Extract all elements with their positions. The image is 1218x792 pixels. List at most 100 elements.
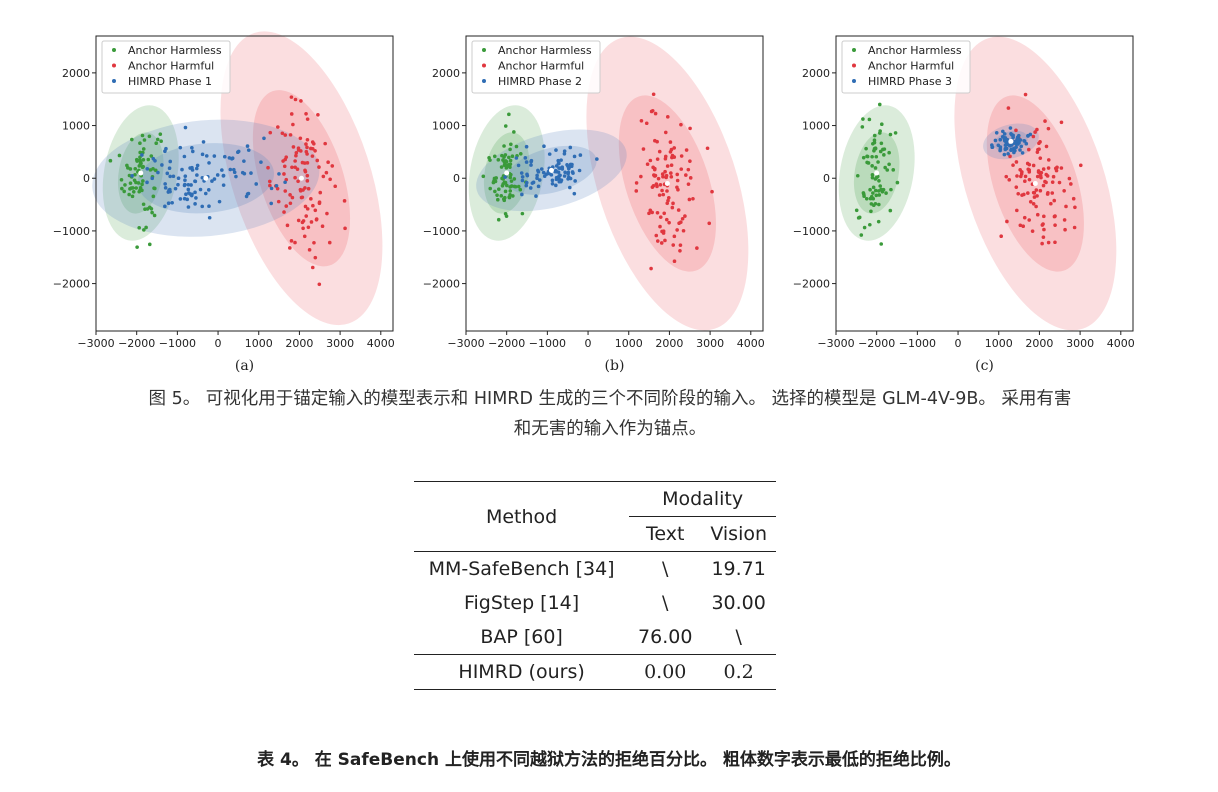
harmless-point bbox=[148, 168, 153, 172]
harmless-point bbox=[149, 154, 154, 158]
harmless-point bbox=[492, 154, 497, 159]
harmful-point bbox=[1036, 169, 1041, 173]
harmless-point bbox=[876, 160, 880, 164]
phase-point bbox=[194, 166, 199, 171]
harmful-point bbox=[669, 163, 674, 167]
harmful-point bbox=[669, 175, 674, 179]
harmful-point bbox=[1039, 170, 1044, 175]
harmful-point bbox=[1062, 188, 1066, 193]
harmless-point bbox=[514, 144, 519, 149]
harmful-point bbox=[330, 164, 335, 168]
harmless-point bbox=[889, 187, 893, 192]
harmless-point bbox=[154, 141, 159, 145]
phase-point bbox=[283, 180, 287, 185]
y-tick-label: −1000 bbox=[53, 225, 90, 238]
harmless-point bbox=[141, 179, 145, 183]
harmful-centroid bbox=[1032, 181, 1038, 186]
legend-harmful-label: Anchor Harmful bbox=[868, 60, 954, 73]
phase-point bbox=[212, 177, 217, 181]
phase-point bbox=[559, 158, 563, 162]
legend: Anchor Harmless Anchor Harmful HIMRD Phase… bbox=[841, 40, 971, 94]
harmful-centroid bbox=[664, 181, 670, 186]
phase-point bbox=[529, 163, 533, 167]
row-text: \ bbox=[662, 592, 669, 614]
x-tick-label: −2000 bbox=[858, 337, 895, 350]
harmless-point bbox=[158, 132, 163, 136]
phase-point bbox=[562, 149, 567, 153]
phase-point bbox=[200, 204, 205, 209]
legend-harmless-marker bbox=[112, 48, 116, 52]
harmless-point bbox=[870, 164, 874, 168]
harmless-point bbox=[866, 161, 871, 165]
legend-phase-marker bbox=[482, 79, 486, 83]
harmless-point bbox=[141, 164, 145, 169]
harmful-point bbox=[317, 200, 322, 205]
x-tick-label: −1000 bbox=[899, 337, 936, 350]
harmful-point bbox=[304, 142, 308, 146]
phase-point bbox=[269, 201, 274, 206]
harmful-point bbox=[1053, 214, 1057, 218]
harmless-point bbox=[155, 137, 160, 142]
y-tick-label: 1000 bbox=[432, 120, 460, 133]
phase-point bbox=[541, 170, 546, 175]
harmful-point bbox=[671, 243, 676, 247]
phase-point bbox=[503, 175, 507, 179]
phase-point bbox=[189, 183, 193, 187]
phase-point bbox=[554, 175, 559, 180]
harmful-point bbox=[688, 159, 692, 163]
subfigure-label: (a) bbox=[235, 358, 254, 374]
harmful-point bbox=[1034, 204, 1038, 209]
phase-point bbox=[189, 193, 194, 198]
phase-point bbox=[194, 196, 198, 200]
harmless-point bbox=[147, 242, 152, 247]
harmful-point bbox=[660, 188, 664, 193]
harmless-point bbox=[895, 180, 900, 185]
harmful-point bbox=[1057, 180, 1062, 185]
phase-point bbox=[228, 167, 233, 172]
x-tick-label: 0 bbox=[585, 337, 592, 350]
harmless-point bbox=[879, 141, 884, 146]
phase-point bbox=[1026, 133, 1030, 138]
phase-point bbox=[562, 174, 567, 178]
x-tick-label: −3000 bbox=[817, 337, 854, 350]
header-modality: Modality bbox=[629, 481, 776, 517]
phase-point bbox=[193, 190, 197, 195]
harmful-point bbox=[1016, 191, 1021, 196]
harmless-point bbox=[137, 225, 141, 230]
harmless-point bbox=[131, 189, 136, 194]
harmful-point bbox=[333, 184, 338, 189]
harmful-point bbox=[1069, 182, 1073, 186]
harmless-point bbox=[142, 138, 147, 142]
harmful-point bbox=[312, 241, 316, 245]
harmful-point bbox=[316, 112, 320, 117]
harmful-point bbox=[1014, 128, 1018, 133]
harmful-point bbox=[1008, 154, 1012, 159]
harmless-point bbox=[877, 102, 882, 107]
harmful-point bbox=[658, 224, 662, 229]
phase-point bbox=[277, 172, 281, 176]
phase-point bbox=[180, 167, 184, 172]
results-table: Method Modality Text Vision MM-SafeBench… bbox=[414, 481, 776, 690]
phase-point bbox=[217, 199, 222, 204]
harmful-point bbox=[266, 165, 270, 170]
harmful-point bbox=[652, 173, 656, 177]
phase-point bbox=[274, 183, 279, 188]
harmless-point bbox=[875, 174, 880, 179]
harmless-point bbox=[502, 197, 506, 201]
harmless-point bbox=[877, 202, 881, 207]
harmless-point bbox=[499, 165, 504, 169]
phase-point bbox=[520, 192, 524, 197]
y-tick-label: 2000 bbox=[62, 67, 90, 80]
harmful-point bbox=[691, 196, 695, 201]
harmful-point bbox=[1073, 205, 1077, 210]
harmless-point bbox=[159, 139, 163, 143]
harmful-point bbox=[283, 189, 288, 193]
harmful-point bbox=[664, 217, 669, 222]
harmful-point bbox=[1021, 224, 1026, 229]
legend-phase-label: HIMRD Phase 3 bbox=[868, 75, 952, 88]
harmful-point bbox=[676, 208, 681, 212]
phase-point bbox=[203, 191, 208, 196]
harmless-point bbox=[871, 196, 876, 201]
phase-point bbox=[570, 170, 575, 174]
harmful-point bbox=[1018, 223, 1023, 228]
